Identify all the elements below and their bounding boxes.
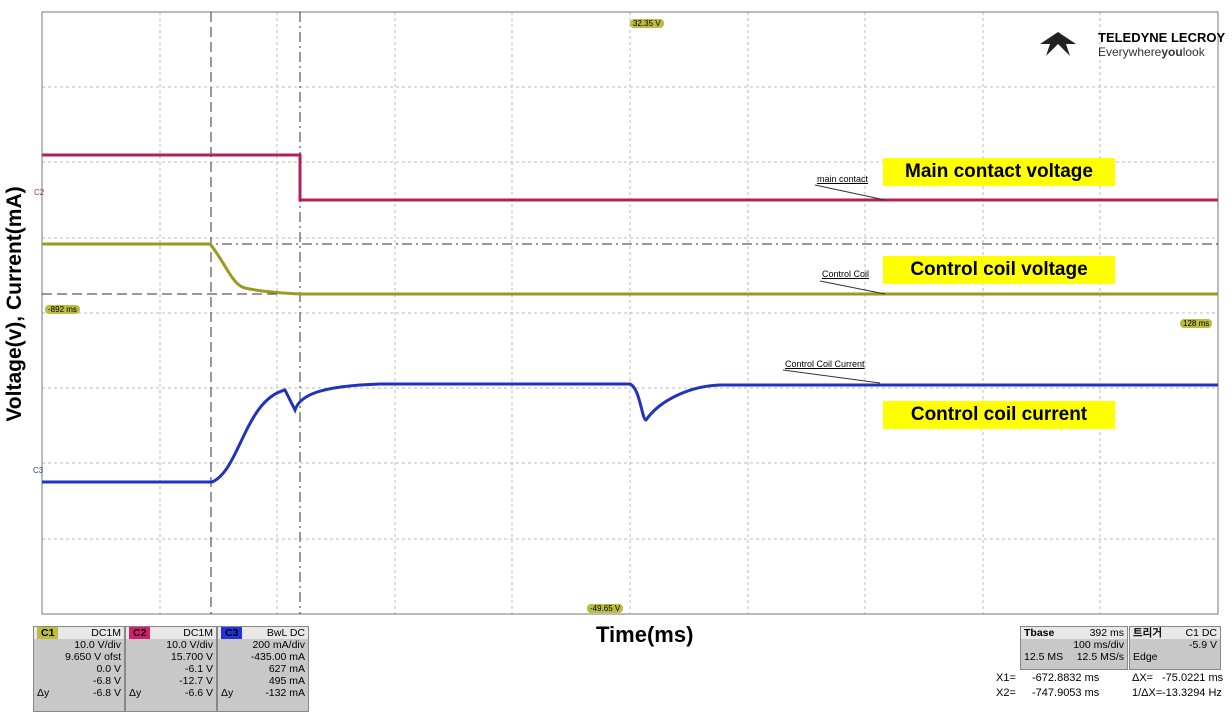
coupling: DC1M — [91, 627, 121, 639]
panel-header: C2 DC1M — [126, 627, 216, 639]
annotation: Main contact voltage — [883, 158, 1115, 186]
offset: 15.700 V — [170, 651, 213, 663]
channel-marker: C2 — [34, 188, 45, 197]
channel-marker: C3 — [33, 466, 44, 475]
grid — [42, 12, 1218, 614]
readout: X1= — [996, 672, 1016, 684]
cur1: -6.1 V — [184, 663, 213, 675]
offset: -435.00 mA — [250, 651, 305, 663]
scale: 10.0 V/div — [74, 639, 121, 651]
delta-row: Δy -132 mA — [218, 687, 308, 699]
delta-row: Δy -6.8 V — [34, 687, 124, 699]
cur2: -12.7 V — [179, 675, 213, 687]
delta: -6.8 V — [92, 687, 121, 699]
delta-label: Δy — [129, 687, 142, 699]
logo-brand: TELEDYNE LECROY — [1098, 30, 1226, 45]
delta-label: Δy — [37, 687, 50, 699]
delta: -132 mA — [265, 687, 305, 699]
channel-name: C2 — [129, 627, 151, 639]
value: 392 ms — [1089, 627, 1124, 639]
label-leaders — [782, 184, 886, 384]
logo-mark — [1040, 32, 1076, 56]
cur1: 0.0 V — [96, 663, 121, 675]
y-label: Voltage(v), Current(mA) — [3, 186, 26, 422]
trace-c1 — [42, 242, 1218, 296]
panel-header: C1 DC1M — [34, 627, 124, 639]
label: Tbase — [1024, 627, 1055, 639]
readout: -13.3294 Hz — [1162, 687, 1222, 699]
delta-label: Δy — [221, 687, 234, 699]
cursor-tag: 128 ms — [1180, 319, 1213, 328]
cur2: -6.8 V — [92, 675, 121, 687]
channel-name: C1 — [37, 627, 59, 639]
label: 트리거 — [1133, 627, 1162, 639]
x-label: Time(ms) — [596, 622, 694, 647]
value: 12.5 MS — [1024, 651, 1064, 663]
trace-label: Control Coil — [822, 269, 870, 279]
annotation: Control coil current — [883, 401, 1115, 429]
value: Edge — [1133, 651, 1158, 663]
delta: -6.6 V — [184, 687, 213, 699]
channel-panel: C2 DC1M 10.0 V/div 15.700 V -6.1 V -12.7 V Δy -… — [125, 626, 217, 712]
trace-c2 — [42, 153, 1218, 202]
readout: ΔX= — [1132, 672, 1154, 684]
cursor-tag: 32.35 V — [630, 19, 664, 28]
scale: 200 mA/div — [252, 639, 305, 651]
coupling: DC1M — [183, 627, 213, 639]
value: 100 ms/div — [1073, 639, 1124, 651]
trace-c3 — [42, 382, 1218, 484]
channel-panel: C3 BwL DC 200 mA/div -435.00 mA 627 mA 495 mA… — [217, 626, 309, 712]
trace-label: main contact — [817, 174, 869, 184]
panel-header: C3 BwL DC — [218, 627, 308, 639]
delta-row: Δy -6.6 V — [126, 687, 216, 699]
readout: -75.0221 ms — [1162, 672, 1224, 684]
readout: -747.9053 ms — [1032, 687, 1100, 699]
readout: -672.8832 ms — [1032, 672, 1100, 684]
tagline: Everywhere — [1098, 45, 1162, 59]
value: 12.5 MS/s — [1076, 651, 1124, 663]
logo-tagline: Everywhereyoulook — [1098, 45, 1205, 59]
scope-screen — [41, 11, 1219, 615]
cursor-tag: -892 ms — [45, 305, 80, 314]
readout: 1/ΔX= — [1132, 687, 1163, 699]
scale: 10.0 V/div — [166, 639, 213, 651]
tagline: look — [1182, 45, 1205, 59]
cur1: 627 mA — [268, 663, 305, 675]
value: -5.9 V — [1188, 639, 1217, 651]
readout: X2= — [996, 687, 1016, 699]
value: C1 DC — [1185, 627, 1217, 639]
trigger-panel: 트리거 C1 DC -5.9 V Edge — [1129, 626, 1221, 670]
offset: 9.650 V ofst — [64, 651, 121, 663]
cur2: 495 mA — [268, 675, 305, 687]
timebase-panel: Tbase 392 ms 100 ms/div 12.5 MS 12.5 MS/s — [1020, 626, 1128, 670]
coupling: BwL DC — [266, 627, 305, 639]
cursor-tag: -49.65 V — [587, 604, 624, 613]
tagline: you — [1161, 45, 1183, 59]
annotation: Control coil voltage — [883, 256, 1115, 284]
trace-label: Control Coil Current — [785, 359, 865, 369]
channel-name: C3 — [221, 627, 243, 639]
